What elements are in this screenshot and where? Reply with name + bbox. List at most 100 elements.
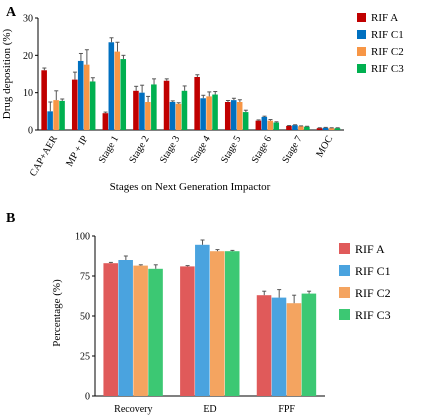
chart-a-xtick-label: MP + IP: [64, 134, 91, 169]
chart-a-legend-swatch: [357, 64, 366, 73]
chart-a-ytick-label: 20: [23, 51, 33, 62]
chart-a-bar: [298, 126, 304, 130]
chart-a-xtick-label: Stage 4: [189, 134, 213, 165]
chart-a-xtick-label: Stage 1: [97, 134, 121, 165]
chart-a-xtick-label: Stage 5: [219, 134, 243, 165]
chart-b-ylabel: Percentage (%): [51, 279, 63, 347]
chart-b-bar: [118, 260, 133, 396]
panel-a: A Drug deposition (%) Stages on Next Gen…: [1, 5, 404, 193]
chart-a-bar: [77, 60, 84, 130]
chart-a-bar: [194, 76, 200, 130]
chart-a-ylabel: Drug deposition (%): [1, 28, 13, 119]
chart-a-ytick-label: 0: [28, 126, 33, 137]
chart-a-legend-label: RIF C1: [371, 29, 404, 41]
chart-a-legend: RIF A RIF C1 RIF C2 RIF C3: [357, 12, 404, 75]
chart-a-bar: [261, 116, 268, 130]
chart-a-xtick-label: Stage 3: [158, 134, 182, 165]
chart-a-xtick-label: Stage 2: [127, 134, 151, 165]
chart-b-ytick-label: 100: [75, 232, 90, 243]
chart-a-bar: [53, 100, 59, 130]
chart-a-bar: [334, 128, 341, 130]
chart-a-bar: [47, 111, 53, 130]
chart-a-bar: [304, 126, 310, 130]
chart-b-bar: [301, 293, 317, 396]
chart-a-bar: [206, 96, 212, 130]
chart-a-legend-swatch: [357, 13, 366, 22]
chart-a-bar: [163, 80, 170, 130]
chart-a-legend-label: RIF C3: [371, 63, 404, 75]
panel-b-label: B: [6, 211, 15, 226]
chart-a-legend-swatch: [357, 47, 366, 56]
chart-a-ytick-label: 10: [23, 88, 33, 99]
chart-b-legend-swatch: [339, 309, 350, 320]
chart-b-xtick-label: ED: [203, 404, 216, 415]
chart-a-legend-label: RIF C2: [371, 46, 404, 58]
chart-a-legend-swatch: [357, 30, 366, 39]
chart-a-bar: [242, 112, 249, 130]
chart-a-bar: [230, 100, 237, 130]
chart-a-bar: [102, 113, 109, 130]
chart-a-bar: [200, 98, 206, 130]
chart-b-legend-label: RIF C3: [355, 308, 391, 322]
chart-b-legend-swatch: [339, 243, 350, 254]
chart-b-bar: [286, 303, 302, 396]
chart-a-bar: [108, 42, 115, 131]
chart-b-ytick-label: 75: [80, 272, 90, 283]
chart-a-ytick-label: 30: [23, 14, 33, 25]
chart-b-ytick-label: 50: [80, 312, 90, 323]
chart-b-legend-label: RIF C1: [355, 264, 391, 278]
chart-a-bar: [224, 102, 231, 130]
chart-b-bar: [224, 251, 240, 396]
chart-b-legend-label: RIF A: [355, 242, 385, 256]
chart-a-xtick-label: Stage 7: [280, 134, 304, 165]
chart-a-xtick-label: MOC: [314, 134, 335, 160]
chart-a-bar: [273, 122, 280, 130]
chart-a-bar: [41, 70, 47, 130]
chart-a-bar: [286, 125, 292, 130]
chart-a-bar: [292, 125, 298, 130]
chart-a-bar: [120, 59, 127, 130]
chart-b-legend-label: RIF C2: [355, 286, 391, 300]
chart-a-xlabel: Stages on Next Generation Impactor: [110, 181, 271, 193]
chart-b-bar: [256, 295, 272, 396]
chart-a-bar: [169, 102, 176, 130]
chart-b-bar: [195, 244, 210, 396]
chart-b-bar: [271, 297, 287, 396]
chart-a-bar: [83, 64, 90, 130]
panel-b: B Percentage (%) 0 25 50 75 100 Recovery ED FPF…: [6, 211, 391, 415]
chart-a-bar: [236, 102, 243, 130]
chart-b-bar: [180, 266, 195, 396]
chart-a-bar: [89, 81, 96, 130]
chart-b-xtick-label: FPF: [278, 404, 295, 415]
chart-a-xtick-label: Stage 6: [250, 134, 274, 165]
chart-a-bar: [71, 79, 78, 130]
chart-a-bar: [151, 84, 157, 130]
chart-b-bar: [103, 263, 118, 396]
chart-b-legend: RIF A RIF C1 RIF C2 RIF C3: [339, 242, 391, 322]
chart-b-xtick-label: Recovery: [114, 404, 152, 415]
chart-a-bar: [139, 92, 145, 130]
panel-a-label: A: [6, 5, 17, 20]
chart-a-bar: [145, 102, 151, 130]
chart-b-ytick-label: 25: [80, 352, 90, 363]
chart-b-bar: [148, 268, 163, 396]
chart-a-plot: 0 10 20 30 CAP+AER MP + IP Stage 1 Stage 2 Stage…: [23, 14, 344, 179]
chart-b-plot: 0 25 50 75 100 Recovery ED FPF: [75, 232, 325, 415]
chart-a-bar: [181, 90, 188, 130]
chart-a-legend-label: RIF A: [371, 12, 398, 24]
chart-a-bar: [114, 51, 121, 130]
chart-b-bar: [133, 265, 148, 396]
chart-a-bar: [316, 128, 323, 130]
chart-b-legend-swatch: [339, 265, 350, 276]
chart-a-bar: [255, 120, 262, 130]
chart-a-bar: [328, 128, 335, 130]
chart-b-bar: [210, 251, 225, 396]
chart-b-legend-swatch: [339, 287, 350, 298]
chart-a-xtick-label: CAP+AER: [28, 134, 60, 179]
chart-a-bar: [267, 120, 274, 130]
chart-a-bar: [133, 90, 139, 130]
chart-b-ytick-label: 0: [85, 392, 90, 403]
chart-a-bar: [322, 127, 329, 130]
chart-a-bar: [175, 103, 182, 130]
